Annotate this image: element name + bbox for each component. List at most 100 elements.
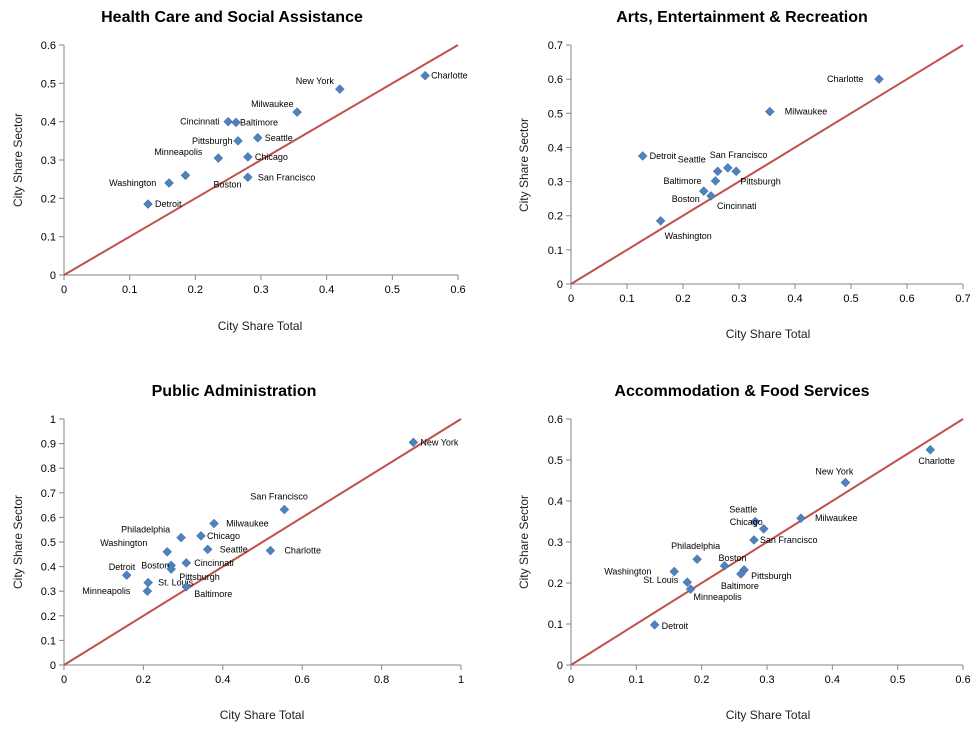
x-tick-label: 0.5 (843, 293, 858, 305)
data-point-marker (142, 586, 153, 597)
data-point-marker (213, 153, 224, 163)
y-tick-label: 0.3 (548, 177, 563, 189)
data-point-marker (279, 504, 290, 515)
x-axis-title: City Share Total (220, 708, 305, 722)
data-point-label: Milwaukee (785, 107, 828, 117)
data-point-label: Boston (672, 194, 700, 204)
data-point-label: Cincinnati (717, 201, 757, 211)
data-point-label: Pittsburgh (740, 176, 781, 186)
x-tick-label: 0.1 (629, 674, 644, 686)
data-point-marker (180, 170, 191, 181)
y-axis-title: City Share Sector (517, 118, 531, 212)
data-point-label: Milwaukee (251, 99, 294, 109)
data-point-marker (682, 577, 693, 588)
chart-title: Public Administration (152, 383, 317, 400)
data-point-label: Baltimore (240, 117, 278, 127)
chart-title: Accommodation & Food Services (614, 383, 869, 400)
data-point-marker (181, 581, 192, 592)
data-point-marker (196, 530, 206, 541)
data-point-marker (710, 176, 721, 186)
y-tick-label: 0.5 (41, 537, 56, 549)
chart-panel-4: Accommodation & Food Services 0 0.1 0.2 0.3 0… (517, 383, 971, 722)
y-tick-label: 0 (50, 270, 56, 282)
reference-line (63, 44, 459, 276)
data-point-label: St. Louis (158, 578, 194, 588)
data-point-label: Milwaukee (815, 513, 858, 523)
x-axis-title: City Share Total (726, 708, 811, 722)
data-point-marker (202, 544, 213, 555)
data-point-label: Chicago (207, 531, 240, 541)
data-point-marker (166, 564, 177, 574)
data-point-marker (143, 199, 153, 209)
data-point-label: Pittsburgh (751, 571, 792, 581)
data-point-marker (692, 554, 702, 565)
data-point-marker (243, 172, 253, 183)
data-point-label: Chicago (255, 152, 288, 162)
data-point-label: Minneapolis (82, 586, 131, 596)
data-point-label: New York (815, 467, 854, 477)
y-tick-label: 0.2 (41, 611, 56, 623)
data-point-label: Baltimore (721, 581, 759, 591)
data-point-marker (243, 152, 253, 162)
data-point-label: Philadelphia (671, 541, 720, 551)
y-tick-label: 0.5 (548, 455, 563, 467)
y-tick-label: 0.6 (41, 512, 56, 524)
data-point-marker (420, 70, 431, 81)
y-tick-label: 0.3 (548, 537, 563, 549)
data-point-label: Cincinnati (180, 117, 220, 127)
data-point-label: Detroit (662, 621, 689, 631)
data-point-label: St. Louis (643, 575, 679, 585)
data-point-marker (655, 215, 666, 226)
chart-panel-1: Health Care and Social Assistance 0 0.1 0.2… (11, 9, 468, 333)
x-tick-label: 0.4 (215, 674, 230, 686)
data-point-marker (334, 84, 345, 94)
data-point-marker (840, 477, 851, 488)
data-point-label: Boston (719, 553, 747, 563)
x-tick-label: 0.3 (731, 293, 746, 305)
x-tick-label: 0.6 (295, 674, 310, 686)
data-point-marker (758, 524, 769, 534)
y-tick-label: 0.7 (548, 40, 563, 52)
x-tick-label: 0.4 (319, 284, 334, 296)
data-point-label: Charlotte (284, 546, 321, 556)
chart-title: Arts, Entertainment & Recreation (616, 9, 868, 26)
y-tick-label: 0 (557, 279, 563, 291)
data-point-marker (209, 518, 219, 529)
data-point-label: Minneapolis (694, 592, 743, 602)
data-point-marker (143, 577, 154, 588)
data-point-label: Detroit (650, 151, 677, 161)
y-tick-label: 0.1 (41, 232, 56, 244)
data-point-label: San Francisco (710, 150, 768, 160)
x-tick-label: 0.1 (122, 284, 137, 296)
data-point-label: Washington (109, 178, 156, 188)
data-point-marker (252, 132, 263, 143)
reference-line (63, 418, 462, 666)
x-tick-label: 0.2 (188, 284, 203, 296)
data-point-label: Seattle (265, 133, 293, 143)
y-tick-label: 0.4 (41, 562, 56, 574)
data-point-marker (685, 584, 696, 595)
data-point-label: Seattle (220, 544, 248, 554)
y-tick-label: 0.4 (41, 117, 56, 129)
y-tick-label: 0.6 (548, 414, 563, 426)
data-point-label: Boston (141, 560, 169, 570)
data-point-label: Minneapolis (154, 147, 203, 157)
x-tick-label: 0.2 (694, 674, 709, 686)
data-point-label: Boston (213, 179, 241, 189)
data-point-marker (925, 444, 936, 455)
data-point-marker (712, 166, 723, 177)
y-tick-label: 0.9 (41, 439, 56, 451)
data-point-label: New York (420, 437, 459, 447)
data-point-label: Charlotte (431, 71, 468, 81)
data-point-marker (706, 191, 716, 201)
data-point-label: San Francisco (760, 535, 818, 545)
y-tick-label: 0.7 (41, 488, 56, 500)
y-tick-label: 0 (557, 660, 563, 672)
data-point-label: Pittsburgh (179, 572, 220, 582)
y-tick-label: 0.1 (548, 619, 563, 631)
y-tick-label: 0.3 (41, 155, 56, 167)
data-point-marker (231, 117, 241, 128)
chart-title: Health Care and Social Assistance (101, 9, 363, 26)
x-tick-label: 0.6 (955, 674, 970, 686)
